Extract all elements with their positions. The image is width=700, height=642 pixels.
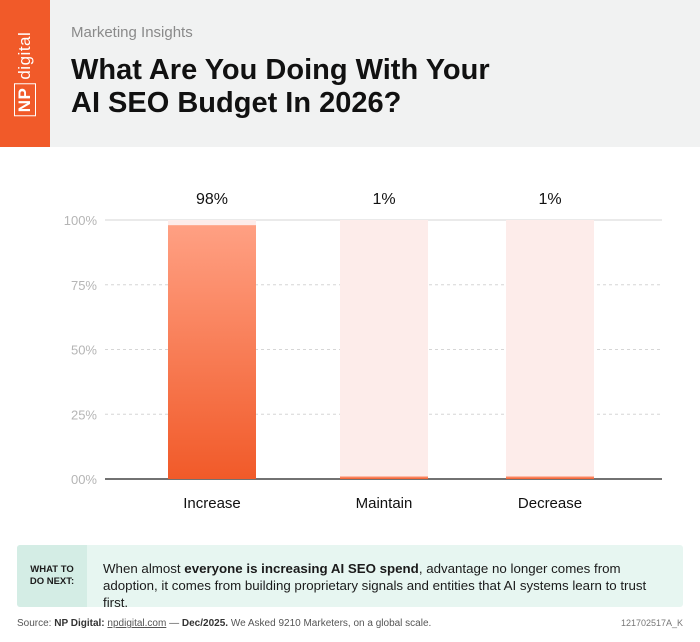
title-line-1: What Are You Doing With Your — [71, 54, 490, 86]
np-digital-logo: NP digital — [0, 0, 50, 147]
callout-label: WHAT TO DO NEXT: — [17, 545, 87, 607]
y-tick-label-100: 100% — [64, 213, 98, 228]
chart-code: 121702517A_K — [620, 618, 683, 628]
y-tick-label-50: 50% — [71, 343, 97, 358]
category-label-increase: Increase — [183, 495, 241, 512]
y-tick-label-25: 25% — [71, 407, 97, 422]
source-rest: We Asked 9210 Marketers, on a global sca… — [228, 618, 432, 629]
page-title: What Are You Doing With Your AI SEO Budg… — [71, 54, 671, 120]
source-prefix: Source: — [17, 618, 55, 629]
callout-label-line-2: DO NEXT: — [29, 576, 75, 587]
bar-layer — [168, 220, 594, 479]
y-tick-label-0: 00% — [71, 472, 97, 487]
source-link[interactable]: npdigital.com — [107, 618, 167, 629]
value-label-decrease: 1% — [538, 191, 561, 208]
logo-np: NP — [14, 83, 36, 117]
callout-text-bold: everyone is increasing AI SEO spend — [184, 561, 419, 576]
category-label-maintain: Maintain — [356, 495, 413, 512]
bar-increase — [168, 225, 256, 479]
bar-background-decrease — [506, 220, 594, 479]
callout-box — [17, 545, 683, 607]
source-name: NP Digital: — [54, 618, 108, 629]
subtitle: Marketing Insights — [71, 24, 193, 41]
logo-text: NP digital — [14, 32, 36, 117]
bar-decrease — [506, 476, 594, 479]
callout-text-before: When almost — [103, 561, 185, 576]
label-layer: 00% 25% 50% 75% 100% 98% Increase 1% Maintain 1% D… — [64, 191, 582, 512]
callout-text: When almost everyone is increasing AI SE… — [103, 560, 673, 611]
value-label-maintain: 1% — [372, 191, 395, 208]
source-dash: — — [166, 618, 182, 629]
value-label-increase: 98% — [196, 191, 228, 208]
source-date: Dec/2025. — [181, 618, 229, 629]
callout-text-after: , advantage no longer comes from adoptio… — [103, 561, 647, 610]
bar-maintain — [340, 476, 428, 479]
logo-digital: digital — [15, 31, 34, 80]
source-footer: Source: NP Digital: npdigital.com — Dec/… — [17, 618, 431, 629]
bar-background-maintain — [340, 220, 428, 479]
y-tick-label-75: 75% — [71, 278, 97, 293]
callout-label-line-1: WHAT TO — [30, 564, 74, 575]
title-line-2: AI SEO Budget In 2026? — [71, 87, 402, 119]
header: NP digital Marketing Insights What Are Yo… — [0, 0, 700, 147]
category-label-decrease: Decrease — [518, 495, 582, 512]
bar-chart: 00% 25% 50% 75% 100% 98% Increase 1% Maintain 1% D… — [64, 191, 662, 512]
